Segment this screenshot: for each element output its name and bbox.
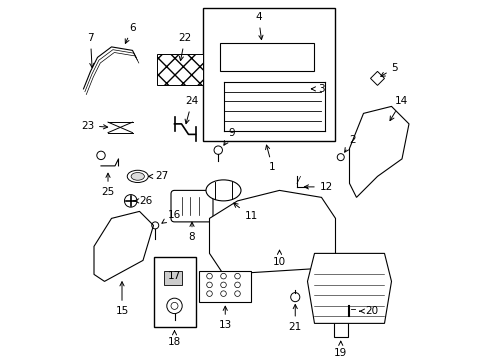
Bar [199,271,251,302]
Text: 16: 16 [162,210,181,223]
Polygon shape [94,211,153,282]
Ellipse shape [131,172,144,180]
Text: 22: 22 [178,33,191,60]
Text: 18: 18 [167,331,181,347]
Ellipse shape [205,180,241,201]
Text: 27: 27 [148,171,168,181]
Text: 12: 12 [304,182,332,192]
Bar [163,271,181,285]
FancyBboxPatch shape [153,257,195,327]
Text: 21: 21 [288,305,301,332]
Text: 4: 4 [255,12,263,40]
Text: 10: 10 [272,250,285,267]
Text: 17: 17 [167,271,181,282]
Text: 9: 9 [224,128,235,145]
Text: 14: 14 [389,96,407,121]
Text: 1: 1 [265,145,275,172]
Polygon shape [220,44,314,71]
Bar [333,318,347,337]
Text: 26: 26 [134,196,152,206]
Ellipse shape [127,170,148,183]
Text: 15: 15 [115,282,128,316]
Text: 6: 6 [125,23,136,44]
Text: 25: 25 [101,173,114,197]
Text: 8: 8 [188,222,195,242]
Polygon shape [307,253,391,323]
Text: 23: 23 [81,121,107,131]
Text: 2: 2 [344,135,355,152]
Text: 11: 11 [233,203,257,221]
Bar [202,8,335,141]
Text: 3: 3 [311,84,324,94]
Text: 20: 20 [359,306,378,316]
Text: 7: 7 [87,33,94,68]
Text: 19: 19 [333,341,346,358]
Text: 13: 13 [218,306,231,330]
Polygon shape [349,107,408,197]
Text: 24: 24 [184,96,198,123]
Bar [157,54,202,85]
Polygon shape [209,190,335,274]
Text: 5: 5 [380,63,397,76]
FancyBboxPatch shape [171,190,213,222]
Polygon shape [370,71,384,85]
